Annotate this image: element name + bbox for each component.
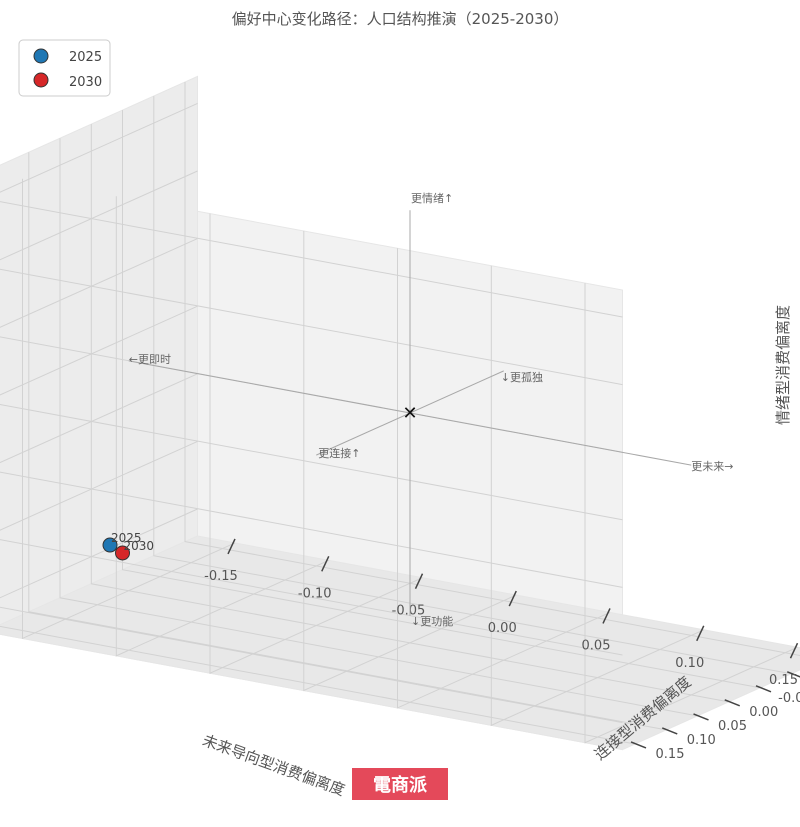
- guide-annotation-z-neg: ↓更功能: [411, 614, 453, 628]
- grid-line-z: [0, 508, 623, 724]
- watermark-background: [352, 768, 448, 800]
- guide-annotation-y-pos: 更连接↑: [318, 447, 360, 460]
- z-axis-label: 情绪型消费偏离度: [774, 305, 792, 425]
- guide-annotation-x-pos: 更未来→: [691, 460, 733, 473]
- x-tick-label: 0.10: [675, 656, 704, 671]
- floor-pane: [0, 535, 800, 751]
- legend-label-2025: 2025: [69, 50, 102, 65]
- y-tick-label: 0.00: [749, 705, 778, 720]
- data-point-2030: [115, 545, 130, 561]
- y-tick-label: -0.05: [778, 691, 800, 706]
- y-tick-label: 0.05: [718, 719, 747, 734]
- data-point-label-2030: 2030: [124, 539, 155, 553]
- y-tick: [724, 699, 741, 707]
- x-tick: [696, 625, 705, 642]
- grid-line-x: [490, 265, 705, 727]
- x-tick: [789, 642, 799, 659]
- x-tick: [508, 590, 517, 607]
- guide-annotation-y-neg: ↓更孤独: [501, 371, 543, 384]
- x-tick-label: -0.10: [298, 586, 332, 601]
- data-point-2025: [102, 537, 118, 553]
- x-tick: [227, 538, 236, 555]
- x-tick: [602, 608, 611, 624]
- y-tick: [630, 741, 647, 749]
- grid-line-x: [303, 230, 517, 692]
- y-tick: [755, 685, 772, 693]
- data-point-label-2025: 2025: [111, 531, 142, 545]
- ticks-group: -0.15-0.15-0.15-0.10-0.10-0.10-0.05-0.05…: [204, 538, 800, 762]
- grid-line-x: [397, 248, 611, 709]
- x-tick-label: 0.05: [582, 638, 611, 653]
- guide-annotation-x-neg: ←更即时: [129, 353, 171, 366]
- legend-label-2030: 2030: [69, 75, 102, 90]
- grid-line-x: [209, 213, 423, 674]
- y-tick-label: 0.10: [687, 733, 716, 748]
- x-tick-label: -0.05: [392, 604, 426, 619]
- y-tick: [693, 713, 709, 721]
- legend-marker-2025: [33, 48, 49, 64]
- legend: 2025 2030: [18, 39, 111, 97]
- x-tick-label: -0.15: [204, 569, 238, 584]
- grid-line-y: [0, 625, 636, 745]
- grid-line-y: [28, 152, 667, 731]
- y-tick: [661, 727, 678, 735]
- grid-line-x: [584, 283, 798, 744]
- x-axis-label: 未来导向型消费偏离度: [200, 731, 347, 799]
- x-tick-label: 0.00: [488, 621, 517, 636]
- x-tick-label: 0.15: [769, 673, 798, 688]
- grid-line-y: [90, 124, 729, 703]
- y-tick-label: 0.15: [656, 747, 685, 762]
- watermark: 電商派: [352, 768, 448, 800]
- grid-line-x: [115, 196, 330, 657]
- grid-line-y: [122, 110, 761, 689]
- chart-title: 偏好中心变化路径：人口结构推演（2025-2030）: [232, 10, 569, 28]
- watermark-text: 電商派: [373, 774, 428, 796]
- x-tick: [414, 573, 424, 589]
- x-tick: [321, 555, 330, 572]
- grid-line-y: [59, 138, 698, 717]
- origin-marker: ✕: [402, 403, 417, 424]
- guide-annotation-z-pos: 更情绪↑: [411, 191, 453, 205]
- grid-line-x: [22, 178, 236, 640]
- legend-marker-2030: [33, 72, 49, 88]
- grid-line-y: [153, 96, 792, 675]
- grid-line-y: [184, 82, 800, 657]
